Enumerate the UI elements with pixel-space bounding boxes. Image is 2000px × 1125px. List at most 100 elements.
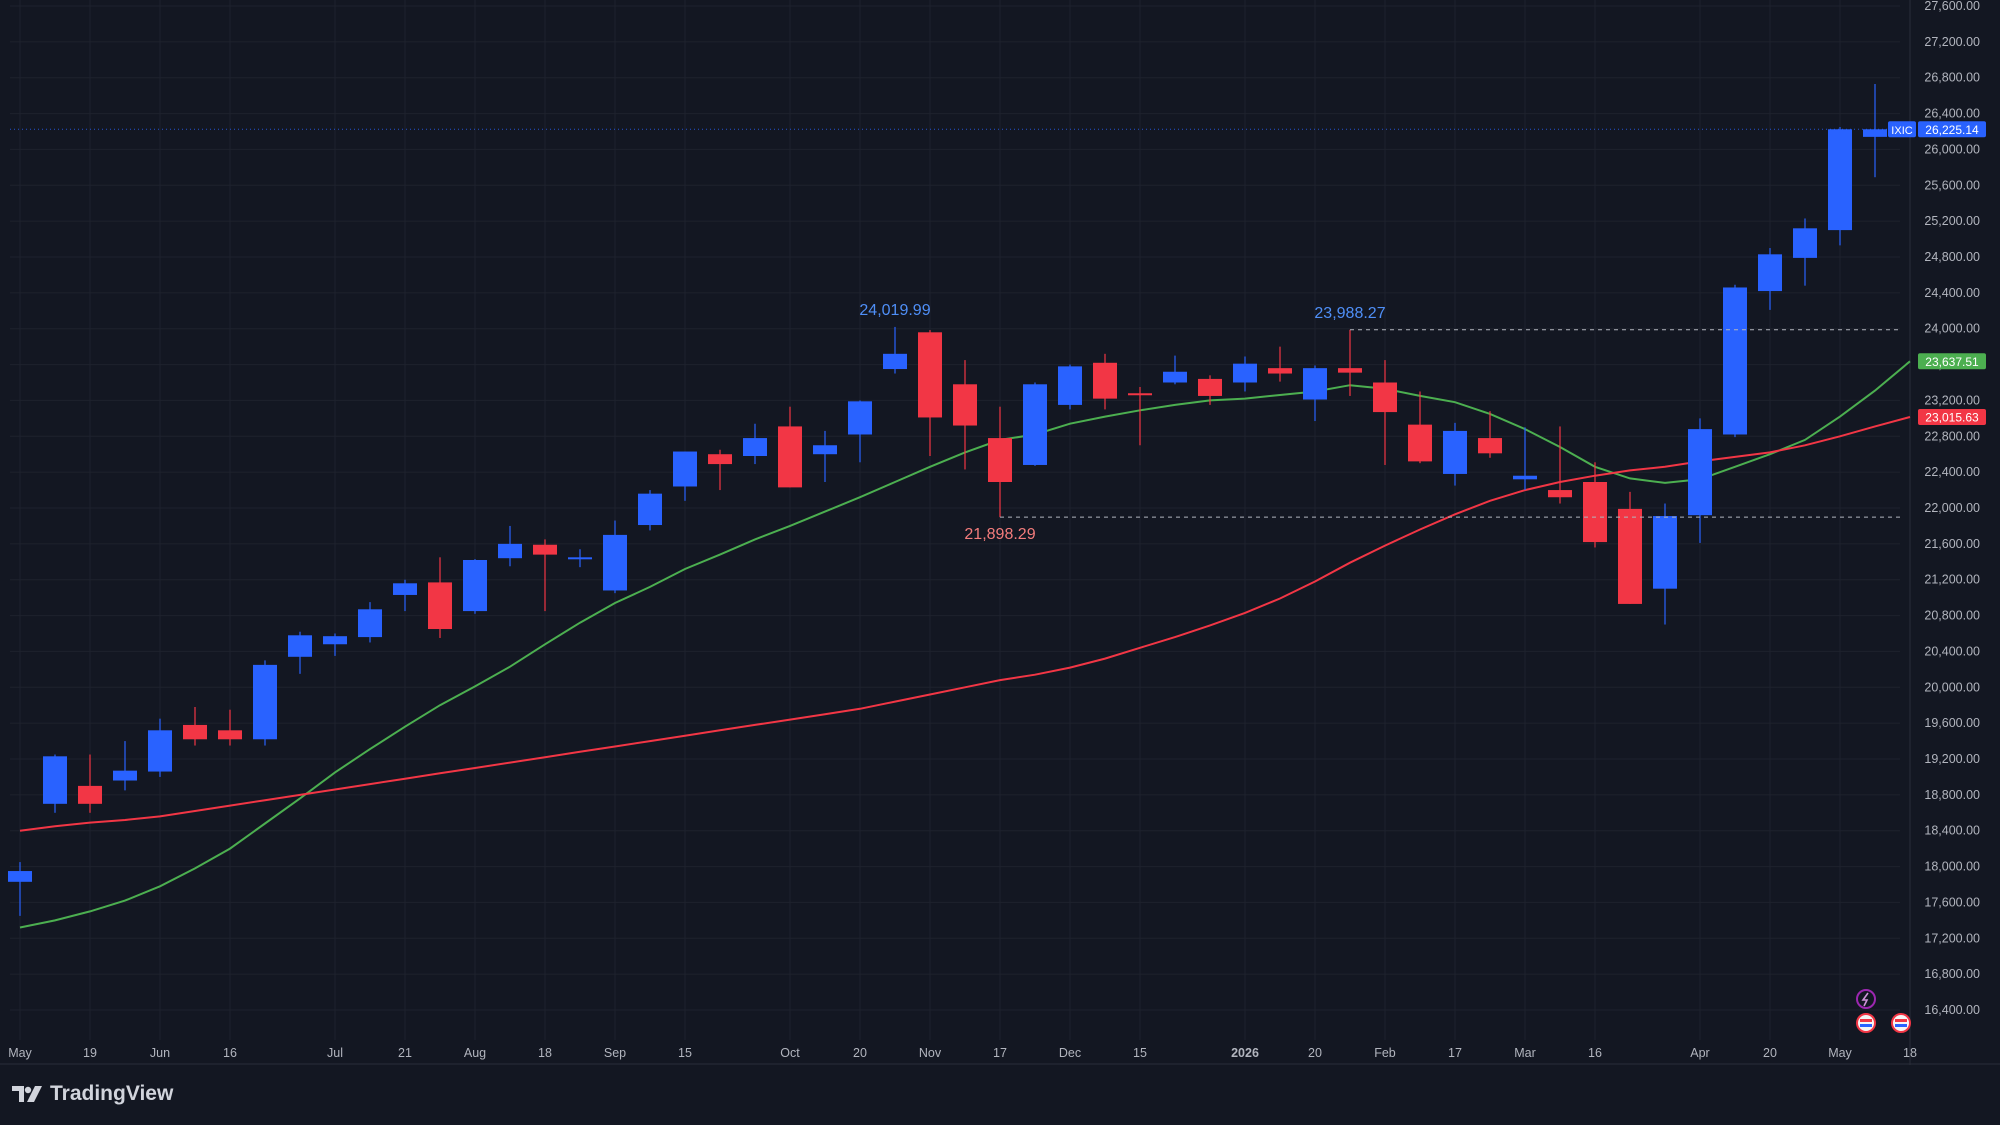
x-tick-label: Mar <box>1514 1046 1536 1060</box>
candle-body <box>743 438 767 457</box>
candle[interactable] <box>918 330 942 457</box>
candle[interactable] <box>463 559 487 614</box>
candle-body <box>988 438 1012 483</box>
hl-annotation: 21,898.29 <box>964 526 1035 543</box>
candle[interactable] <box>638 490 662 531</box>
candle[interactable] <box>1338 329 1362 396</box>
candle[interactable] <box>1163 355 1187 385</box>
us-flag-event-icon[interactable] <box>1891 1013 1911 1033</box>
candle[interactable] <box>1408 391 1432 464</box>
candle[interactable] <box>1653 503 1677 625</box>
candle[interactable] <box>428 557 452 638</box>
y-tick-label: 18,400.00 <box>1924 824 1980 838</box>
candle[interactable] <box>183 707 207 746</box>
candle[interactable] <box>218 709 242 746</box>
candle[interactable] <box>743 423 767 465</box>
y-tick-label: 19,200.00 <box>1924 752 1980 766</box>
candle[interactable] <box>1443 422 1467 486</box>
candle[interactable] <box>393 579 417 612</box>
candle[interactable] <box>1128 386 1152 446</box>
candle[interactable] <box>358 602 382 643</box>
y-tick-label: 20,400.00 <box>1924 644 1980 658</box>
candle[interactable] <box>1583 462 1607 548</box>
x-tick-label: Feb <box>1374 1046 1396 1060</box>
y-tick-label: 16,400.00 <box>1924 1003 1980 1017</box>
candle[interactable] <box>953 360 977 470</box>
candle[interactable] <box>603 520 627 594</box>
candle[interactable] <box>708 449 732 491</box>
candle[interactable] <box>1373 360 1397 465</box>
y-tick-label: 22,400.00 <box>1924 465 1980 479</box>
candle[interactable] <box>1688 418 1712 543</box>
price-label-layer: 26,225.14 IXIC 23,637.51 23,015.63 <box>1888 121 1986 426</box>
candle[interactable] <box>148 718 172 777</box>
candle[interactable] <box>8 862 32 916</box>
candle-body <box>253 664 277 740</box>
candle[interactable] <box>673 451 697 501</box>
candle-body <box>1058 366 1082 405</box>
candle[interactable] <box>1478 411 1502 458</box>
candle-body <box>498 543 522 559</box>
candle[interactable] <box>568 549 592 568</box>
candle[interactable] <box>1058 364 1082 410</box>
candle[interactable] <box>1828 127 1852 246</box>
candle[interactable] <box>1093 353 1117 410</box>
event-markers <box>1856 989 1911 1033</box>
candle-body <box>568 557 592 560</box>
candle[interactable] <box>1513 427 1537 491</box>
candle[interactable] <box>323 633 347 656</box>
y-tick-label: 26,000.00 <box>1924 142 1980 156</box>
candle[interactable] <box>778 406 802 488</box>
x-tick-label: May <box>1828 1046 1852 1060</box>
price-chart[interactable]: 16,400.00 16,800.00 17,200.00 17,600.00 18,0… <box>0 0 2000 1065</box>
candle-body <box>148 730 172 772</box>
candle-body <box>1478 438 1502 454</box>
candle[interactable] <box>533 539 557 612</box>
candle-body <box>1408 424 1432 462</box>
candle[interactable] <box>78 754 102 813</box>
candle[interactable] <box>1793 218 1817 286</box>
candle-body <box>463 559 487 612</box>
y-tick-label: 16,800.00 <box>1924 967 1980 981</box>
candle[interactable] <box>813 430 837 483</box>
candle[interactable] <box>848 400 872 463</box>
candle-body <box>1653 516 1677 589</box>
candle[interactable] <box>988 406 1012 518</box>
flag-stripe-icon <box>1860 1019 1872 1022</box>
candle[interactable] <box>1758 248 1782 310</box>
candle[interactable] <box>1548 426 1572 504</box>
candle[interactable] <box>113 741 137 791</box>
candle[interactable] <box>1268 346 1292 382</box>
y-tick-label: 25,200.00 <box>1924 214 1980 228</box>
candle-layer <box>8 83 1887 916</box>
price-label-bg <box>1918 353 1986 370</box>
candle[interactable] <box>883 326 907 374</box>
x-tick-label: 20 <box>853 1046 867 1060</box>
candle[interactable] <box>43 754 67 813</box>
candle[interactable] <box>253 660 277 746</box>
candle[interactable] <box>1723 284 1747 438</box>
tradingview-logo[interactable]: TradingView <box>12 1082 173 1106</box>
flash-event-icon[interactable] <box>1856 989 1876 1009</box>
candle[interactable] <box>1303 365 1327 422</box>
candle[interactable] <box>498 525 522 567</box>
symbol-tag[interactable]: IXIC <box>1891 125 1912 137</box>
y-tick-label: 21,200.00 <box>1924 573 1980 587</box>
candle[interactable] <box>1198 375 1222 405</box>
flash-glyph-icon <box>1861 992 1869 1007</box>
us-flag-event-icon[interactable] <box>1856 1013 1876 1033</box>
y-tick-label: 17,200.00 <box>1924 931 1980 945</box>
candle[interactable] <box>1233 356 1257 392</box>
x-tick-label: Nov <box>919 1046 942 1060</box>
candle[interactable] <box>1023 382 1047 466</box>
candle[interactable] <box>1863 83 1887 178</box>
candle-body <box>8 871 32 882</box>
candle[interactable] <box>1618 491 1642 604</box>
y-tick-label: 24,800.00 <box>1924 250 1980 264</box>
y-tick-label: 19,600.00 <box>1924 716 1980 730</box>
candle-body <box>1268 368 1292 374</box>
candle-body <box>183 724 207 740</box>
candle[interactable] <box>288 631 312 674</box>
flag-stripe-icon <box>1895 1024 1907 1027</box>
y-tick-label: 22,000.00 <box>1924 501 1980 515</box>
